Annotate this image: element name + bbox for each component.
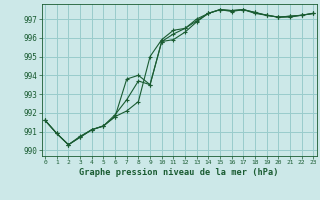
- X-axis label: Graphe pression niveau de la mer (hPa): Graphe pression niveau de la mer (hPa): [79, 168, 279, 177]
